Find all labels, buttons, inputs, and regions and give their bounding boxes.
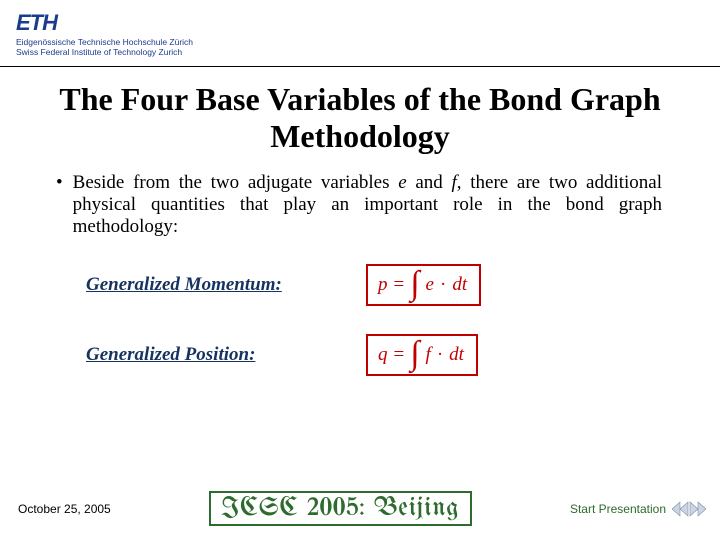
conference-box: ICSC 2005: Beijing [209,491,471,526]
dot-operator: · [440,274,446,296]
formula-integrand: e [426,274,434,296]
start-label: Start Presentation [570,502,666,516]
integral-sign: ∫ [410,272,419,296]
header: ETH Eidgenössische Technische Hochschule… [0,0,720,67]
nav-arrows-icon [672,499,706,519]
bullet-paragraph: • Beside from the two adjugate variables… [56,172,662,238]
bullet-text: Beside from the two adjugate variables e… [73,172,662,238]
dot-operator: · [437,344,443,366]
equals-sign: = [394,344,405,366]
logo-sub-line-2: Swiss Federal Institute of Technology Zu… [16,48,193,58]
formula-lhs: q [378,344,388,366]
formula-diff: dt [449,344,464,366]
footer-date: October 25, 2005 [18,502,111,516]
formula-diff: dt [452,274,467,296]
definition-row: Generalized Position: q = ∫ f · dt [0,334,720,376]
footer: October 25, 2005 ICSC 2005: Beijing Star… [0,491,720,526]
definitions: Generalized Momentum: p = ∫ e · dt Gener… [0,264,720,376]
definition-row: Generalized Momentum: p = ∫ e · dt [0,264,720,306]
equals-sign: = [394,274,405,296]
start-presentation[interactable]: Start Presentation [570,499,706,519]
definition-label-momentum: Generalized Momentum: [86,274,366,296]
formula-lhs: p [378,274,388,296]
definition-label-position: Generalized Position: [86,344,366,366]
integral-sign: ∫ [410,342,419,366]
bullet-marker: • [56,172,63,238]
text-part-1: Beside from the two adjugate variables [73,172,399,193]
eth-logo: ETH Eidgenössische Technische Hochschule… [16,10,193,58]
formula-integrand: f [426,344,431,366]
logo-subtitle: Eidgenössische Technische Hochschule Zür… [16,38,193,58]
formula-momentum: p = ∫ e · dt [366,264,481,306]
text-part-2: and [407,172,452,193]
var-e: e [398,172,406,193]
formula-position: q = ∫ f · dt [366,334,478,376]
logo-mark: ETH [16,10,193,36]
slide-title: The Four Base Variables of the Bond Grap… [40,81,680,155]
